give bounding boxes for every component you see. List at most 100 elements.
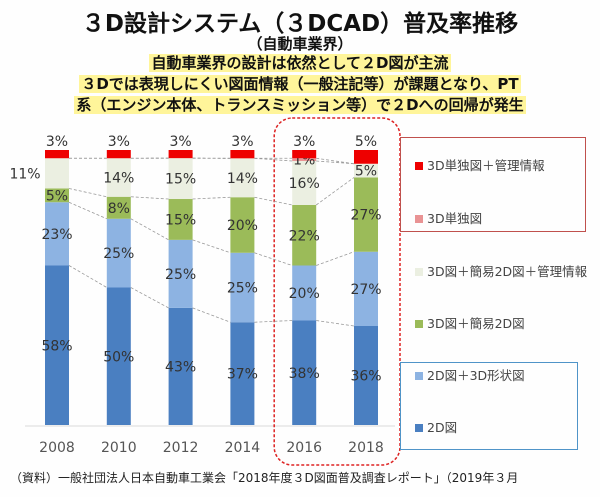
- legend-label: 3D単独図＋管理情報: [427, 158, 545, 173]
- bar-segment: [292, 265, 317, 321]
- connector-line: [68, 201, 107, 220]
- legend-group-3d: [400, 137, 586, 232]
- connector-line: [316, 157, 355, 165]
- bar-segment: [106, 150, 131, 159]
- connector-line: [192, 307, 231, 323]
- highlight-text: 系（エンジン本体、トランスミッション等）で２Dへの回帰が発生: [74, 96, 526, 114]
- connector-line: [316, 320, 355, 327]
- data-label: 3%: [169, 134, 191, 150]
- bar-segment: [45, 188, 69, 203]
- source-footnote: （資料）一般社団法人日本自動車工業会「2018年度３D図面普及調査レポート」（2…: [10, 471, 519, 485]
- x-tick-label: 2010: [101, 440, 137, 456]
- legend-label: 3D図＋簡易2D図: [427, 316, 525, 331]
- data-label: 38%: [289, 366, 320, 382]
- data-label: 8%: [108, 201, 130, 217]
- legend-item: 2D図: [415, 418, 595, 437]
- bar-segment: [292, 205, 317, 266]
- data-label: 27%: [350, 282, 381, 298]
- data-label: 16%: [289, 176, 320, 192]
- connector-line: [192, 239, 231, 254]
- bar-segment: [354, 163, 378, 178]
- connector-line: [254, 252, 293, 266]
- data-label: 14%: [103, 171, 134, 187]
- highlight-text: ３Dでは表現しにくい図面情報（一般注記等）が課題となり、PT: [79, 75, 521, 93]
- data-label: 3%: [46, 134, 68, 150]
- data-label: 23%: [41, 227, 72, 243]
- x-tick-label: 2012: [163, 440, 199, 456]
- bar-segment: [230, 197, 255, 253]
- connector-line: [254, 157, 293, 162]
- legend-item: 2D図＋3D形状図: [415, 366, 595, 385]
- bar-segment: [106, 218, 131, 288]
- data-label: 15%: [165, 172, 196, 188]
- data-label: 25%: [165, 267, 196, 283]
- legend-label: 3D図＋簡易2D図＋管理情報: [427, 264, 588, 279]
- data-label: 37%: [227, 367, 258, 383]
- highlight-line-1: 自動車業界の設計は依然として２D図が主流: [0, 52, 600, 73]
- connector-line: [68, 265, 108, 288]
- connector-line: [254, 196, 293, 206]
- connector-line: [130, 196, 169, 200]
- bar-segment: [106, 158, 131, 197]
- data-label: 22%: [289, 228, 320, 244]
- bar-segment: [230, 158, 255, 198]
- bar-segment: [230, 322, 255, 425]
- legend-label: 3D単独図: [427, 211, 483, 226]
- bar-segment: [354, 177, 378, 252]
- bar-segment: [45, 150, 69, 159]
- highlight-line-3: 系（エンジン本体、トランスミッション等）で２Dへの回帰が発生: [0, 94, 600, 115]
- legend-swatch: [415, 424, 423, 432]
- bar-segment: [168, 307, 193, 425]
- legend-item: 3D図＋簡易2D図＋管理情報: [415, 262, 590, 281]
- bar-segment: [230, 150, 255, 159]
- bar-segment: [168, 158, 193, 200]
- bar-segment: [168, 199, 193, 240]
- x-tick-label: 2016: [286, 440, 322, 456]
- x-tick-label: 2008: [39, 440, 75, 456]
- legend-label: 2D図: [427, 420, 458, 435]
- legend-swatch: [415, 215, 423, 223]
- bar-segment: [292, 158, 317, 161]
- data-label: 50%: [103, 349, 134, 365]
- data-label: 27%: [350, 208, 381, 224]
- data-label: 3%: [108, 134, 130, 150]
- connector-line: [68, 188, 107, 198]
- connector-line: [315, 177, 355, 206]
- data-label: 14%: [227, 171, 258, 187]
- connector-line: [192, 196, 231, 200]
- legend-swatch: [415, 162, 423, 170]
- connector-line: [130, 287, 169, 309]
- bar-segment: [354, 326, 378, 425]
- page-subtitle: （自動車業界）: [247, 35, 353, 53]
- highlight-box: [273, 117, 401, 466]
- bar-segment: [230, 252, 255, 323]
- bar-segment: [292, 161, 317, 205]
- legend-swatch: [415, 372, 423, 380]
- page-title: ３D設計システム（３DCAD）普及率推移: [81, 11, 519, 37]
- legend-item: 3D単独図＋管理情報: [415, 156, 595, 175]
- data-label: 3%: [231, 134, 253, 150]
- data-label: 5%: [355, 134, 377, 150]
- data-label: 25%: [227, 281, 258, 297]
- legend-item: 3D図＋簡易2D図: [415, 314, 595, 333]
- data-label: 25%: [103, 246, 134, 262]
- bar-segment: [106, 287, 131, 425]
- highlight-line-2: ３Dでは表現しにくい図面情報（一般注記等）が課題となり、PT: [0, 73, 600, 94]
- highlight-text: 自動車業界の設計は依然として２D図が主流: [149, 54, 451, 72]
- legend-group-2d: [400, 362, 578, 450]
- bar-segment: [45, 158, 69, 189]
- data-label: 11%: [9, 166, 40, 182]
- bar-segment: [292, 320, 317, 425]
- bar-segment: [45, 265, 69, 425]
- data-label: 5%: [46, 188, 68, 204]
- bar-segment: [354, 251, 378, 326]
- legend-swatch: [415, 268, 423, 276]
- legend-label: 2D図＋3D形状図: [427, 368, 525, 383]
- x-tick-label: 2018: [348, 440, 384, 456]
- data-label: 36%: [350, 369, 381, 385]
- connector-line: [316, 251, 355, 266]
- bar-segment: [354, 150, 378, 164]
- bar-segment: [168, 239, 193, 308]
